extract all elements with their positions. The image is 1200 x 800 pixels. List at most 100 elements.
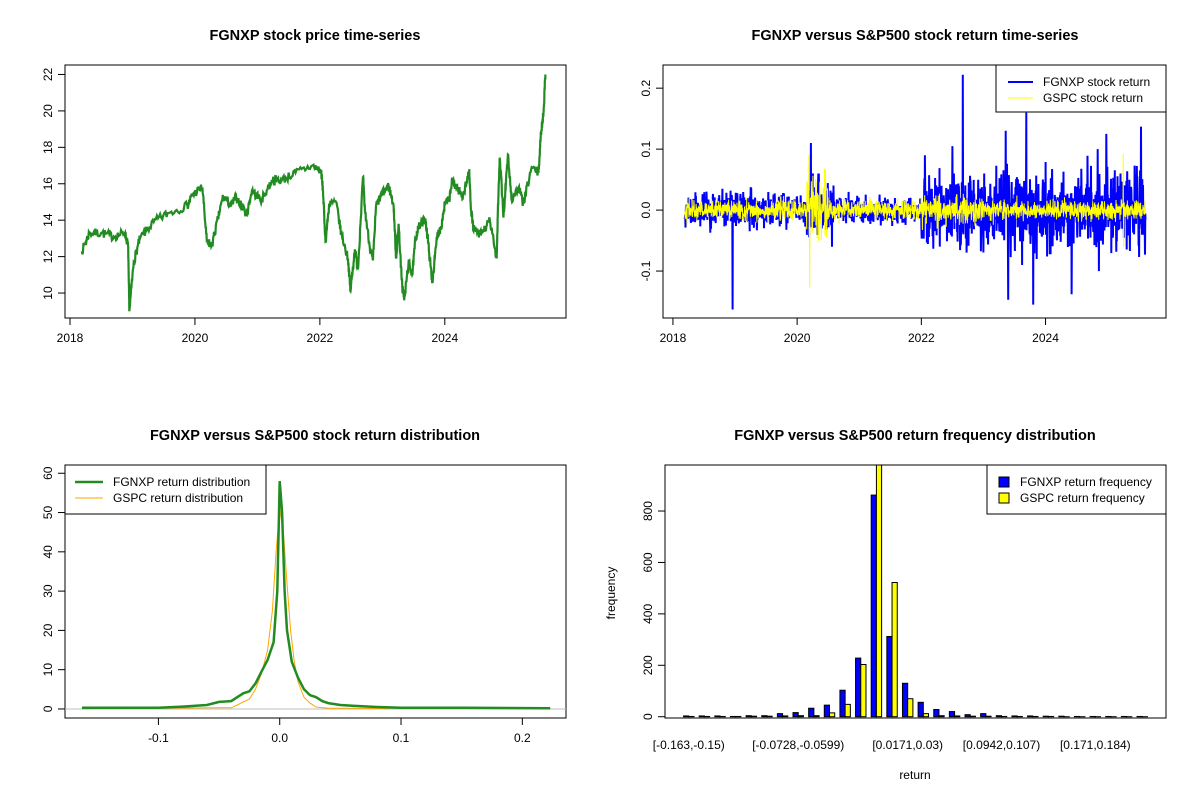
density-y-tick-label: 10 [41, 663, 55, 677]
fgnxp-frequency-bar [1058, 715, 1065, 718]
gspc-frequency-bar [828, 712, 836, 718]
price-y-tick-label: 16 [41, 177, 55, 191]
histogram-y-tick-label: 400 [641, 604, 655, 624]
legend-entry-label: FGNXP return distribution [113, 475, 250, 489]
density-y-tick-label: 40 [41, 545, 55, 559]
fgnxp-frequency-bar [698, 715, 705, 718]
gspc-frequency-bar [813, 715, 820, 718]
density-x-tick-label: 0.0 [271, 731, 288, 745]
fgnxp-frequency-bar [870, 494, 877, 718]
return-timeseries-title: FGNXP versus S&P500 stock return time-se… [752, 28, 1079, 44]
price-y-tick-label: 22 [41, 67, 55, 81]
histogram-y-tick-label: 200 [641, 655, 655, 675]
gspc-frequency-bar [985, 715, 992, 718]
price-y-tick-label: 20 [41, 104, 55, 118]
fgnxp-frequency-bar [917, 701, 924, 718]
price-x-tick-label: 2024 [431, 331, 458, 345]
price-chart-title: FGNXP stock price time-series [210, 28, 421, 44]
price-y-tick-label: 12 [41, 250, 55, 264]
density-legend: FGNXP return distribution GSPC return dis… [64, 464, 267, 515]
fgnxp-price-line [80, 74, 547, 312]
gspc-frequency-bar [860, 664, 867, 718]
density-x-tick-label: 0.1 [393, 731, 410, 745]
returns-x-tick-label: 2018 [660, 331, 687, 345]
price-y-tick-label: 14 [41, 213, 55, 227]
gspc-frequency-bar [875, 465, 883, 718]
gspc-frequency-bar [766, 715, 773, 718]
returns-y-tick-label: 0.0 [639, 201, 653, 218]
histogram-xlabel: return [899, 768, 930, 782]
price-y-tick-label: 10 [41, 286, 55, 300]
fgnxp-frequency-bar [792, 712, 799, 718]
histogram-y-tick-label: 600 [641, 552, 655, 572]
histogram-x-tick-label: [0.0171,0.03) [872, 738, 943, 752]
gspc-frequency-bar [922, 713, 930, 718]
density-x-tick-label: -0.1 [148, 731, 169, 745]
fgnxp-frequency-bar [745, 715, 752, 718]
legend-box [986, 464, 1167, 515]
price-y-tick-label: 18 [41, 140, 55, 154]
fgnxp-frequency-bar [980, 713, 987, 718]
legend-entry-label: GSPC stock return [1043, 91, 1143, 105]
fgnxp-frequency-bar [995, 715, 1003, 718]
returns-y-tick-label: -0.1 [639, 260, 653, 281]
histogram-x-tick-label: [-0.163,-0.15) [653, 738, 725, 752]
gspc-frequency-bar [938, 715, 945, 718]
fgnxp-frequency-bar [823, 704, 830, 718]
price-x-tick-label: 2018 [57, 331, 84, 345]
price-x-tick-label: 2020 [182, 331, 209, 345]
fgnxp-frequency-bar [714, 715, 721, 718]
histogram-y-tick-label: 800 [641, 501, 655, 521]
histogram-x-tick-label: [0.0942,0.107) [963, 738, 1040, 752]
legend-box [995, 64, 1167, 113]
fgnxp-frequency-bar [933, 709, 940, 718]
returns-x-tick-label: 2022 [908, 331, 935, 345]
price-x-tick-label: 2022 [307, 331, 334, 345]
price-plot-box [64, 64, 567, 319]
fgnxp-frequency-bar [839, 689, 846, 718]
fgnxp-frequency-bar [1011, 715, 1018, 718]
gspc-frequency-bar [891, 582, 898, 718]
legend-fill-swatch [998, 476, 1010, 488]
gspc-frequency-bar [797, 715, 804, 718]
gspc-frequency-bar [750, 715, 758, 718]
returns-x-tick-label: 2024 [1032, 331, 1059, 345]
density-y-tick-label: 60 [41, 466, 55, 480]
fgnxp-frequency-bar [901, 682, 909, 718]
returns-x-tick-label: 2020 [784, 331, 811, 345]
histogram-legend: FGNXP return frequency GSPC return freque… [986, 464, 1167, 515]
return-frequency-title: FGNXP versus S&P500 return frequency dis… [734, 428, 1096, 444]
returns-y-tick-label: 0.2 [639, 80, 653, 97]
fgnxp-frequency-bar [948, 711, 956, 718]
density-y-tick-label: 0 [41, 705, 55, 712]
legend-box [64, 464, 267, 515]
histogram-ylabel: frequency [604, 567, 618, 620]
fgnxp-frequency-bar [1027, 715, 1034, 718]
fgnxp-frequency-bar [886, 635, 893, 718]
returns-y-tick-label: 0.1 [639, 140, 653, 157]
density-y-tick-label: 20 [41, 623, 55, 637]
fgnxp-frequency-bar [1042, 715, 1049, 718]
fgnxp-frequency-bar [776, 713, 784, 718]
density-x-tick-label: 0.2 [514, 731, 531, 745]
legend-fill-swatch [998, 492, 1010, 504]
returns-legend: FGNXP stock return GSPC stock return [995, 64, 1167, 113]
gspc-density-line [81, 508, 389, 710]
histogram-x-tick-label: [0.171,0.184) [1060, 738, 1131, 752]
fgnxp-density-line [82, 481, 551, 710]
legend-entry-label: FGNXP return frequency [1020, 475, 1152, 489]
fgnxp-frequency-bar [683, 715, 690, 718]
fgnxp-frequency-bar [855, 657, 862, 718]
fgnxp-frequency-bar [761, 715, 768, 718]
fgnxp-frequency-bar [964, 714, 971, 718]
gspc-frequency-bar [969, 715, 976, 718]
return-distribution-title: FGNXP versus S&P500 stock return distrib… [150, 428, 480, 444]
histogram-y-tick-label: 0 [641, 713, 655, 720]
gspc-frequency-bar [954, 715, 961, 718]
fgnxp-frequency-bar [808, 707, 815, 718]
legend-entry-label: GSPC return frequency [1020, 491, 1145, 505]
gspc-frequency-bar [844, 703, 851, 718]
density-y-tick-label: 50 [41, 506, 55, 520]
legend-entry-label: GSPC return distribution [113, 491, 243, 505]
